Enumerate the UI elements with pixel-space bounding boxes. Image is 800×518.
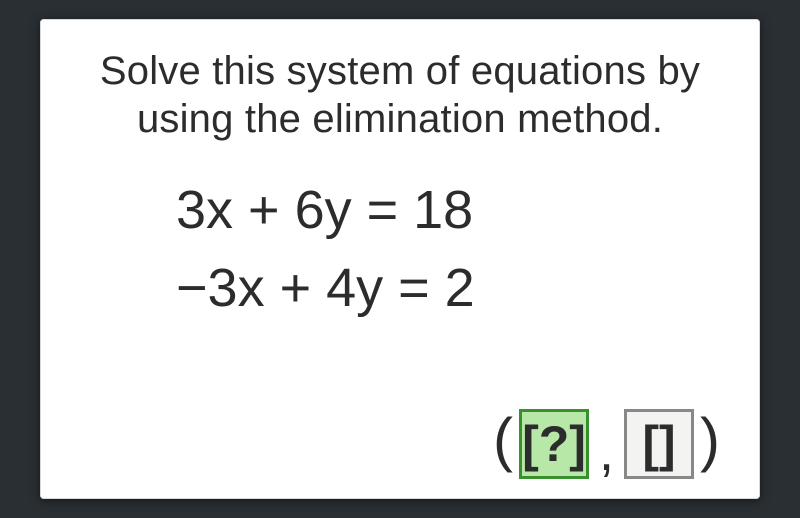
equation-block: 3x + 6y = 18 −3x + 4y = 2 [66, 171, 734, 328]
problem-card: Solve this system of equations by using … [40, 19, 760, 499]
answer-slot-1[interactable]: [ ? ] [519, 409, 589, 479]
close-paren: ) [700, 410, 720, 470]
prompt-line-2: using the elimination method. [137, 97, 663, 141]
bracket-right-icon: ] [659, 415, 676, 473]
answer-slot-1-value: ? [539, 415, 570, 473]
bracket-left-icon: [ [642, 415, 659, 473]
bracket-left-icon: [ [522, 415, 539, 473]
answer-row: ( [ ? ] , [ ] ) [493, 407, 720, 477]
open-paren: ( [493, 410, 513, 470]
prompt-line-1: Solve this system of equations by [100, 49, 700, 93]
equation-2: −3x + 4y = 2 [176, 249, 734, 327]
answer-slot-2[interactable]: [ ] [624, 409, 694, 479]
problem-prompt: Solve this system of equations by using … [66, 47, 734, 143]
ordered-pair-comma: , [599, 421, 614, 483]
equation-1: 3x + 6y = 18 [176, 171, 734, 249]
bracket-right-icon: ] [569, 415, 586, 473]
